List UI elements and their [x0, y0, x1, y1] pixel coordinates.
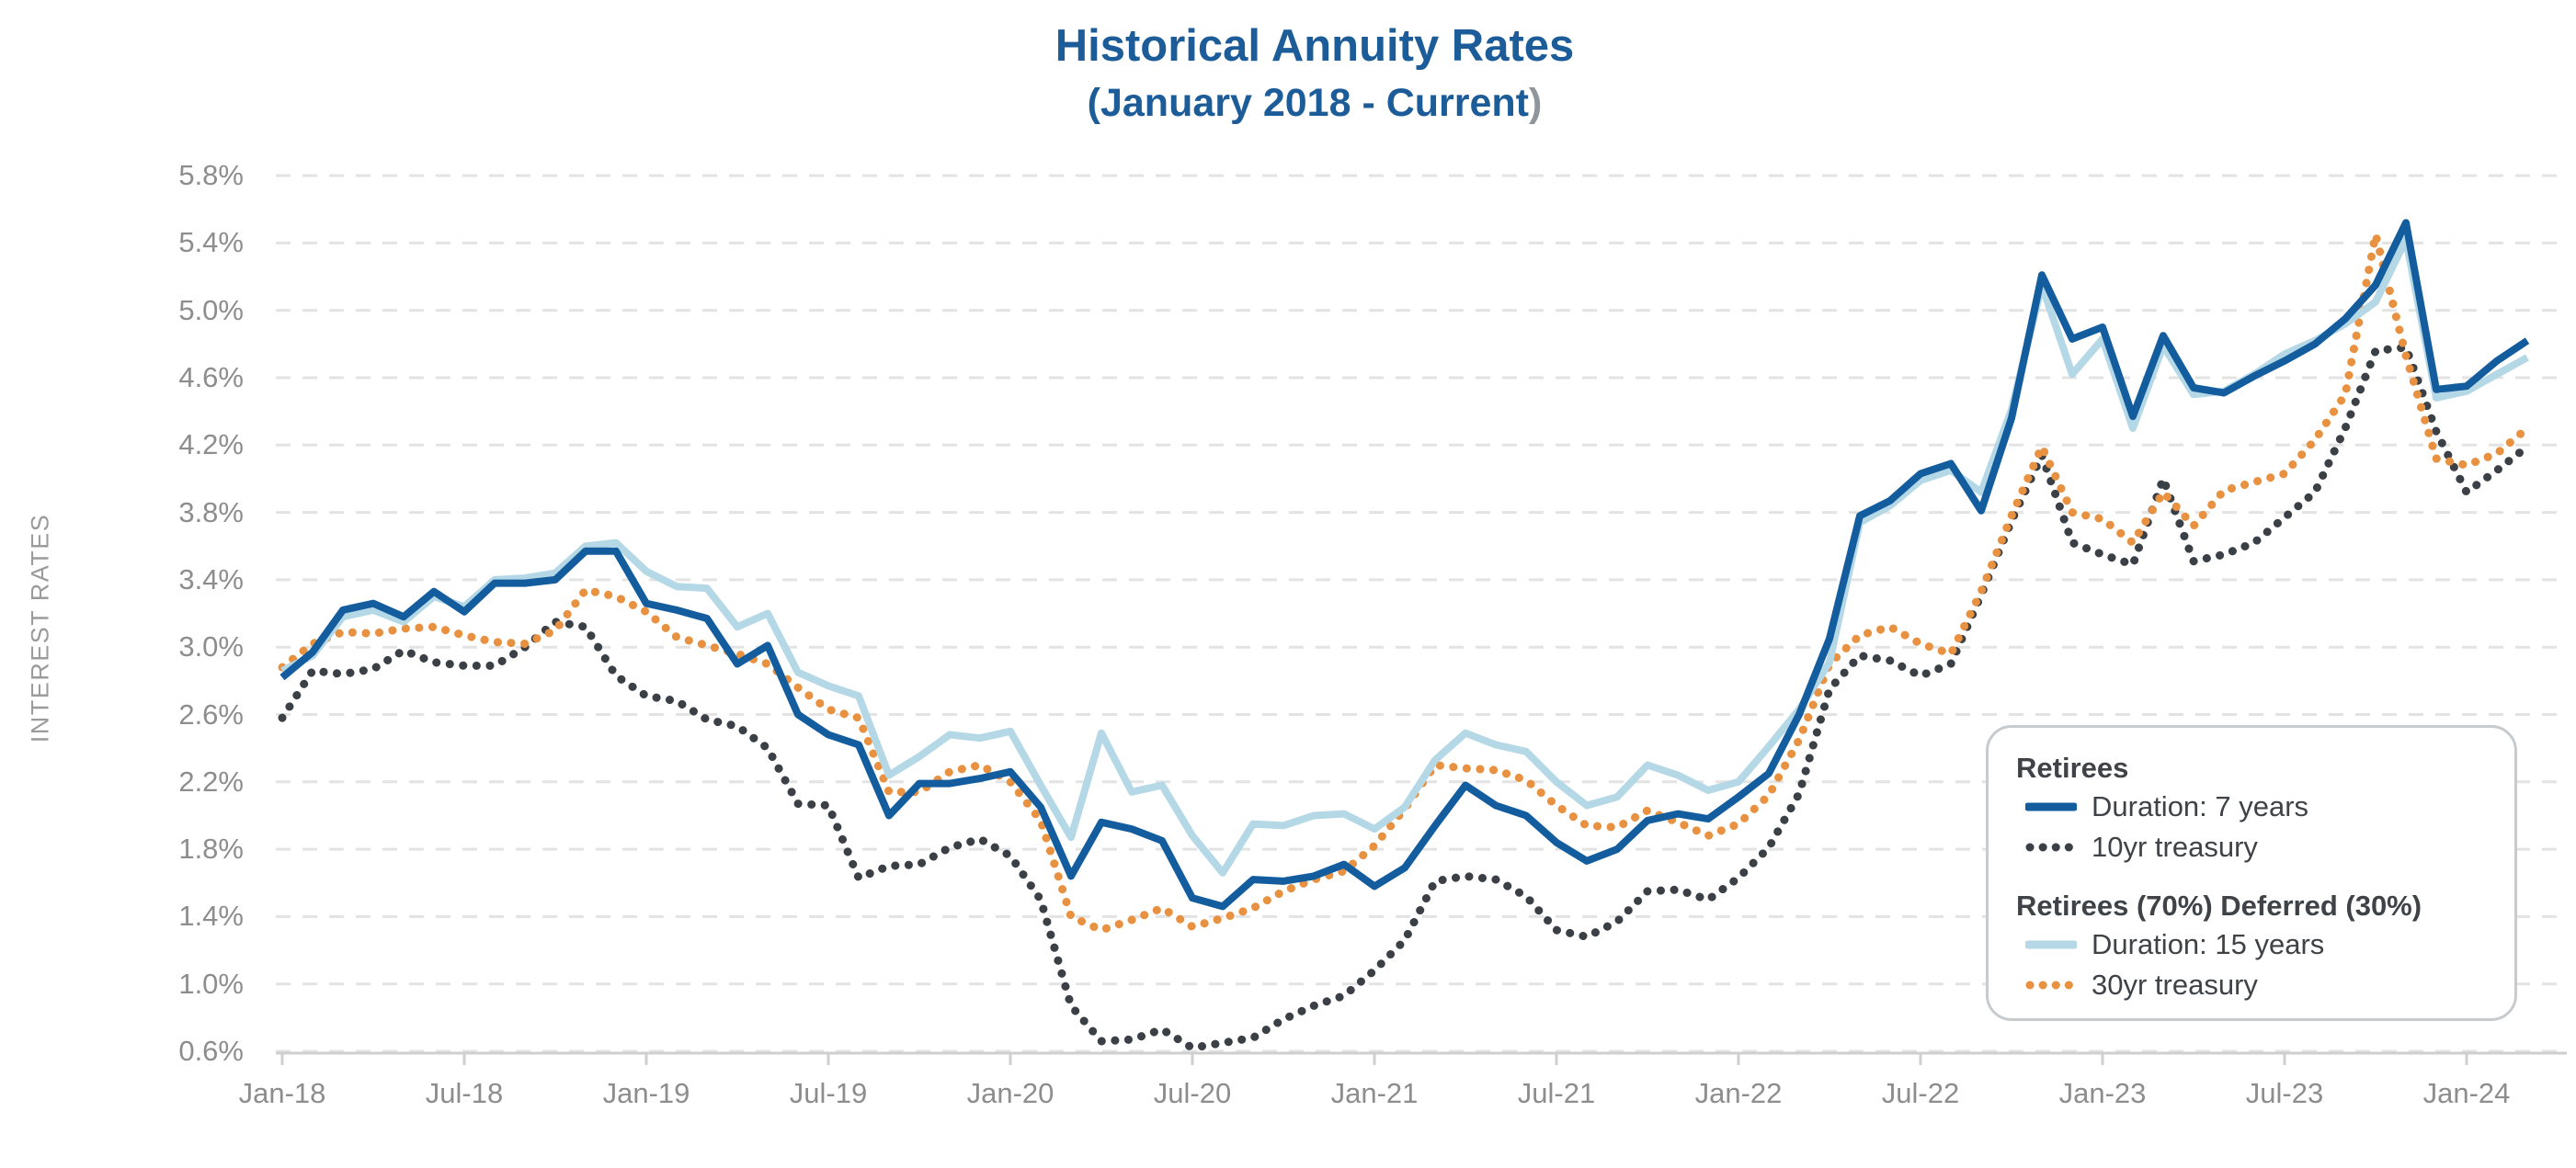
x-tick-label: Jul-18 — [425, 1077, 504, 1109]
y-tick-label: 3.8% — [178, 495, 244, 528]
legend-item-30yr-treasury: 30yr treasury — [2025, 965, 2514, 1005]
y-tick-label: 3.4% — [178, 562, 244, 595]
dotted-line-swatch-dark-icon — [2025, 843, 2077, 852]
y-tick-label: 5.8% — [178, 159, 244, 192]
x-tick-label: Jan-22 — [1694, 1077, 1783, 1109]
y-tick-label: 4.2% — [178, 428, 244, 461]
chart-subtitle-paren: ) — [1529, 81, 1543, 125]
x-tick-label: Jul-19 — [789, 1077, 868, 1109]
legend-group1-header: Retirees — [2016, 752, 2129, 784]
x-tick-label: Jul-23 — [2245, 1077, 2324, 1109]
series-duration7 — [279, 219, 2530, 911]
y-tick-label: 5.0% — [178, 293, 244, 326]
x-tick-label: Jan-24 — [2422, 1077, 2511, 1109]
legend-group-gap — [2016, 867, 2514, 888]
legend-item-label: 10yr treasury — [2092, 831, 2258, 863]
chart-title-block: Historical Annuity Rates (January 2018 -… — [1055, 20, 1575, 126]
legend-item-label: Duration: 15 years — [2092, 928, 2325, 960]
y-tick-label: 5.4% — [178, 226, 244, 259]
y-tick-label: 1.8% — [178, 833, 244, 866]
legend-box: Retirees Duration: 7 years 10yr treasury… — [1986, 725, 2517, 1021]
x-tick-label: Jan-21 — [1330, 1077, 1419, 1109]
chart-subtitle-text: (January 2018 - Current — [1087, 81, 1530, 125]
solid-line-swatch-dark-blue-icon — [2025, 802, 2077, 811]
series-duration15 — [280, 235, 2529, 877]
legend-item-label: 30yr treasury — [2092, 969, 2258, 1001]
series-treasury30 — [278, 230, 2532, 935]
y-tick-label: 0.6% — [178, 1035, 244, 1067]
y-tick-label: 2.2% — [178, 765, 244, 798]
y-tick-label: 1.0% — [178, 967, 244, 1000]
x-tick-label: Jul-20 — [1153, 1077, 1232, 1109]
chart-subtitle: (January 2018 - Current) — [1055, 81, 1575, 126]
legend-item-10yr-treasury: 10yr treasury — [2025, 827, 2514, 867]
legend-item-duration-7: Duration: 7 years — [2025, 787, 2514, 827]
solid-line-swatch-light-blue-icon — [2025, 940, 2077, 949]
y-axis-title: INTEREST RATES — [26, 513, 54, 743]
legend-group2-header: Retirees (70%) Deferred (30%) — [2016, 890, 2422, 922]
y-tick-label: 4.6% — [178, 361, 244, 393]
x-tick-label: Jan-23 — [2058, 1077, 2147, 1109]
chart-title: Historical Annuity Rates — [1054, 21, 1575, 71]
legend-item-duration-15: Duration: 15 years — [2025, 924, 2514, 965]
y-tick-label: 3.0% — [178, 630, 244, 663]
x-tick-label: Jan-18 — [238, 1077, 326, 1109]
y-tick-label: 2.6% — [178, 697, 244, 731]
x-tick-label: Jul-22 — [1881, 1077, 1960, 1109]
y-tick-label: 1.4% — [178, 900, 244, 933]
dotted-line-swatch-orange-icon — [2025, 981, 2077, 990]
x-tick-label: Jul-21 — [1517, 1077, 1596, 1109]
legend-item-label: Duration: 7 years — [2092, 790, 2309, 822]
x-tick-label: Jan-19 — [602, 1077, 690, 1109]
x-tick-label: Jan-20 — [966, 1077, 1054, 1109]
